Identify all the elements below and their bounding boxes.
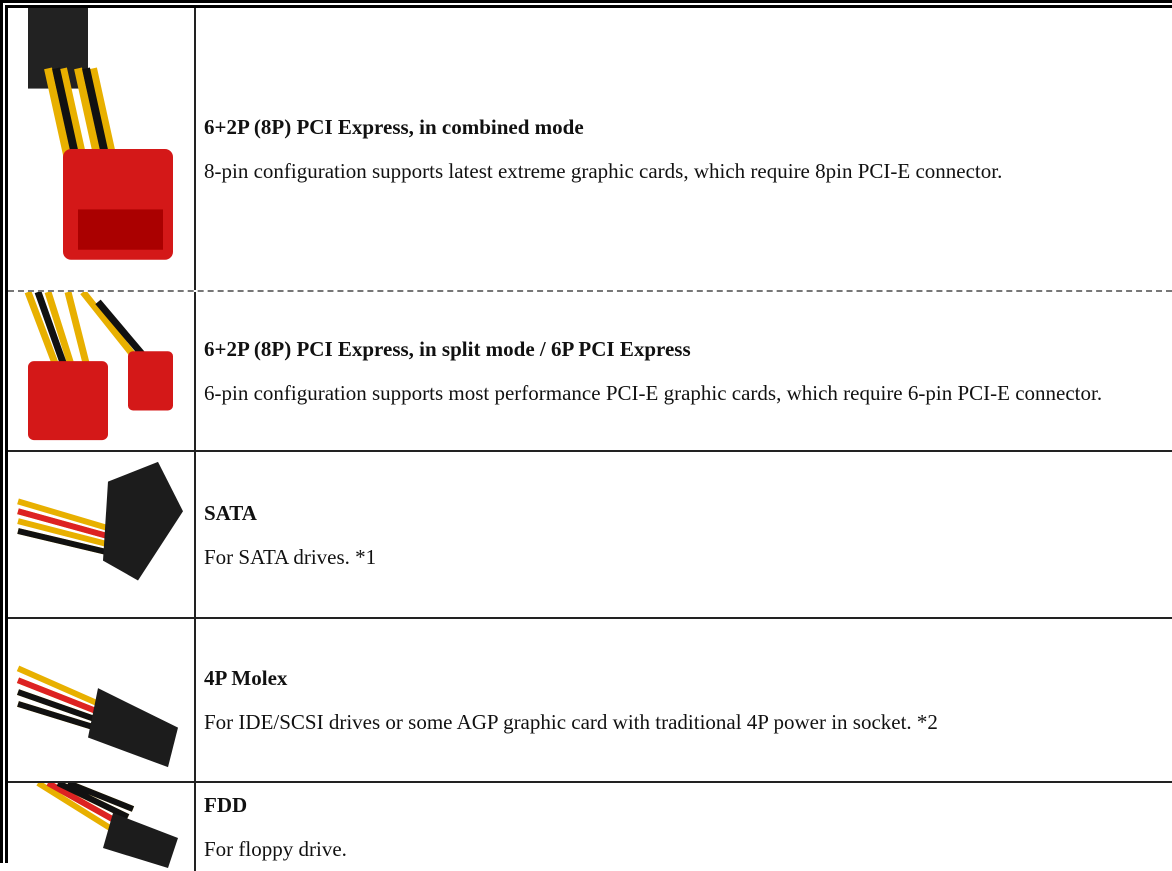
connector-title: 4P Molex <box>204 666 288 690</box>
connector-description: 8-pin configuration supports latest extr… <box>204 159 1003 183</box>
connector-photo <box>8 452 196 617</box>
connector-description: 6-pin configuration supports most perfor… <box>204 381 1103 405</box>
connector-description: For floppy drive. <box>204 837 347 861</box>
connector-photo <box>8 783 196 871</box>
connector-title: FDD <box>204 793 248 817</box>
connector-description: For IDE/SCSI drives or some AGP graphic … <box>204 710 938 734</box>
table-row: 6+2P (8P) PCI Express, in split mode / 6… <box>8 292 1172 452</box>
connector-photo <box>8 8 196 290</box>
connector-photo <box>8 619 196 781</box>
connector-photo <box>8 292 196 450</box>
table-row: 4P Molex For IDE/SCSI drives or some AGP … <box>8 619 1172 783</box>
connector-title: 6+2P (8P) PCI Express, in split mode / 6… <box>204 337 691 361</box>
table-row: 6+2P (8P) PCI Express, in combined mode 8… <box>8 8 1172 292</box>
table-row: SATA For SATA drives. *1 <box>8 452 1172 619</box>
connector-title: 6+2P (8P) PCI Express, in combined mode <box>204 115 584 139</box>
connector-description: For SATA drives. *1 <box>204 544 377 569</box>
table-row: FDD For floppy drive. <box>8 783 1172 871</box>
connector-title: SATA <box>204 500 257 525</box>
